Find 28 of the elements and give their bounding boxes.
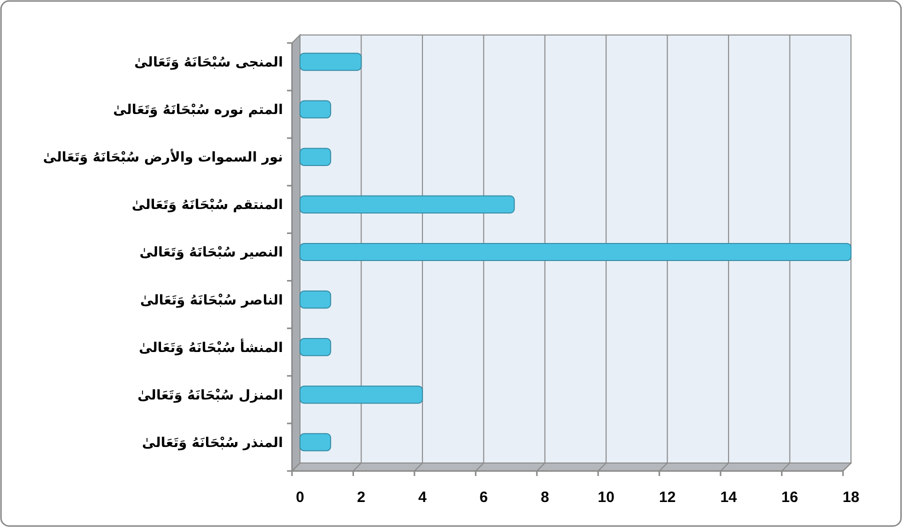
x-tick-label: 12 — [658, 489, 676, 506]
y-tick-label: المنشأ سُبْحَانَهُ وَتَعَالىٰ — [138, 338, 283, 356]
bar — [300, 148, 332, 166]
bar — [300, 100, 332, 118]
y-tick-label: المنذر سُبْحَانَهُ وَتَعَالىٰ — [142, 434, 283, 451]
x-tick-label: 0 — [296, 489, 304, 506]
y-tick-label: نور السموات والأرض سُبْحَانَهُ وَتَعَالىٰ — [43, 148, 283, 166]
bar — [300, 52, 362, 71]
y-tick-label: النصير سُبْحَانَهُ وَتَعَالىٰ — [139, 244, 283, 261]
y-tick-label: الناصر سُبْحَانَهُ وَتَعَالىٰ — [140, 292, 283, 308]
bar — [300, 386, 423, 404]
x-tick-label: 14 — [720, 489, 738, 506]
y-tick-label: المنتقم سُبْحَانَهُ وَتَعَالىٰ — [132, 197, 283, 214]
y-tick-label: المنجى سُبْحَانَهُ وَتَعَالىٰ — [134, 54, 283, 71]
x-tick-label: 10 — [598, 489, 614, 506]
x-tick-label: 2 — [357, 489, 366, 506]
x-tick-label: 4 — [418, 489, 428, 506]
x-tick-label: 18 — [842, 489, 860, 506]
bar — [300, 290, 332, 309]
x-tick-label: 6 — [479, 489, 488, 506]
bar — [300, 433, 332, 452]
x-tick-label: 8 — [540, 489, 550, 506]
y-tick-label: المنزل سُبْحَانَهُ وَتَعَالىٰ — [138, 387, 283, 404]
x-tick-label: 16 — [781, 489, 798, 506]
bar — [300, 242, 852, 262]
y-tick-label: المتم نوره سُبْحَانَهُ وَتَعَالىٰ — [113, 102, 283, 118]
bar — [300, 338, 332, 356]
bar — [300, 195, 515, 214]
